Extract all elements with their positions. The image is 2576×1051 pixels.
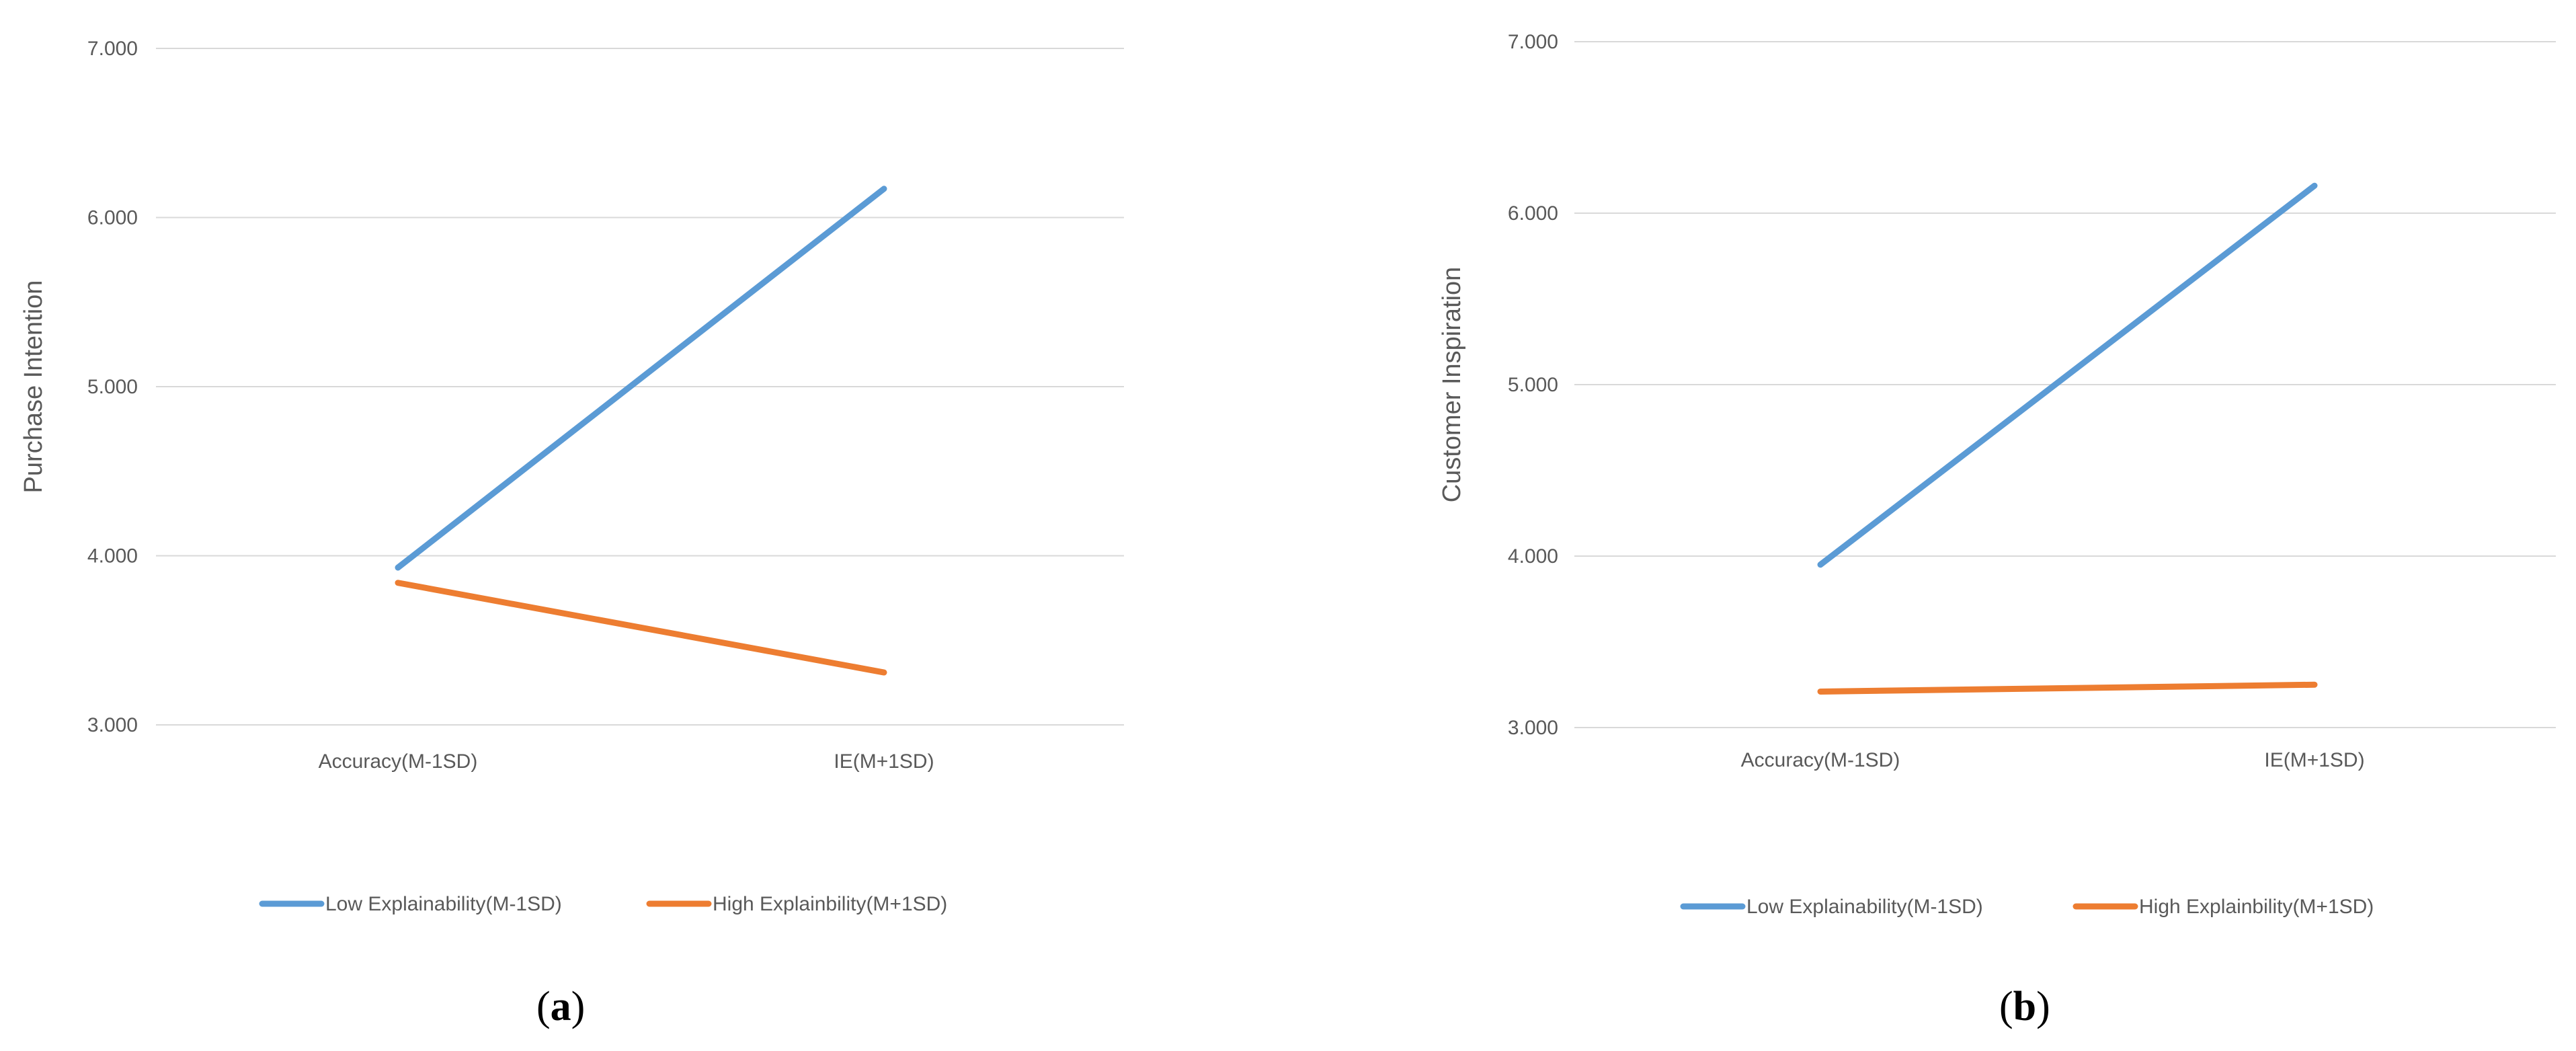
y-tick-label: 6.000 [1508, 202, 1558, 225]
y-tick-label: 3.000 [87, 714, 138, 736]
legend-label: Low Explainability(M-1SD) [1746, 896, 1983, 918]
x-tick-label: Accuracy(M-1SD) [319, 750, 478, 773]
y-tick-label: 4.000 [87, 545, 138, 568]
panel-label-b: (b) [1999, 984, 2050, 1029]
y-tick-label: 4.000 [1508, 545, 1558, 568]
series-line [1817, 182, 2318, 568]
y-tick-label: 6.000 [87, 207, 138, 229]
series-line [395, 580, 887, 676]
y-tick-label: 7.000 [1508, 31, 1558, 53]
x-tick-label: IE(M+1SD) [2264, 749, 2364, 771]
y-tick-label: 5.000 [1508, 374, 1558, 396]
x-tick-label: Accuracy(M-1SD) [1741, 749, 1900, 771]
x-tick-label: IE(M+1SD) [834, 750, 934, 773]
legend-label: High Explainbility(M+1SD) [2139, 896, 2374, 918]
chart-a: 3.000 4.000 5.000 6.000 7.000 Purchase Intent… [19, 38, 1124, 915]
panel-label-a: (a) [536, 984, 586, 1029]
legend-label: Low Explainability(M-1SD) [325, 893, 562, 915]
series-line [395, 186, 887, 571]
legend-label: High Explainbility(M+1SD) [713, 893, 947, 915]
y-axis-title: Customer Inspiration [1438, 267, 1466, 503]
y-tick-label: 7.000 [87, 38, 138, 60]
y-axis-title: Purchase Intention [19, 280, 48, 494]
y-tick-label: 3.000 [1508, 717, 1558, 739]
y-tick-label: 5.000 [87, 376, 138, 398]
series-line [1817, 681, 2318, 695]
